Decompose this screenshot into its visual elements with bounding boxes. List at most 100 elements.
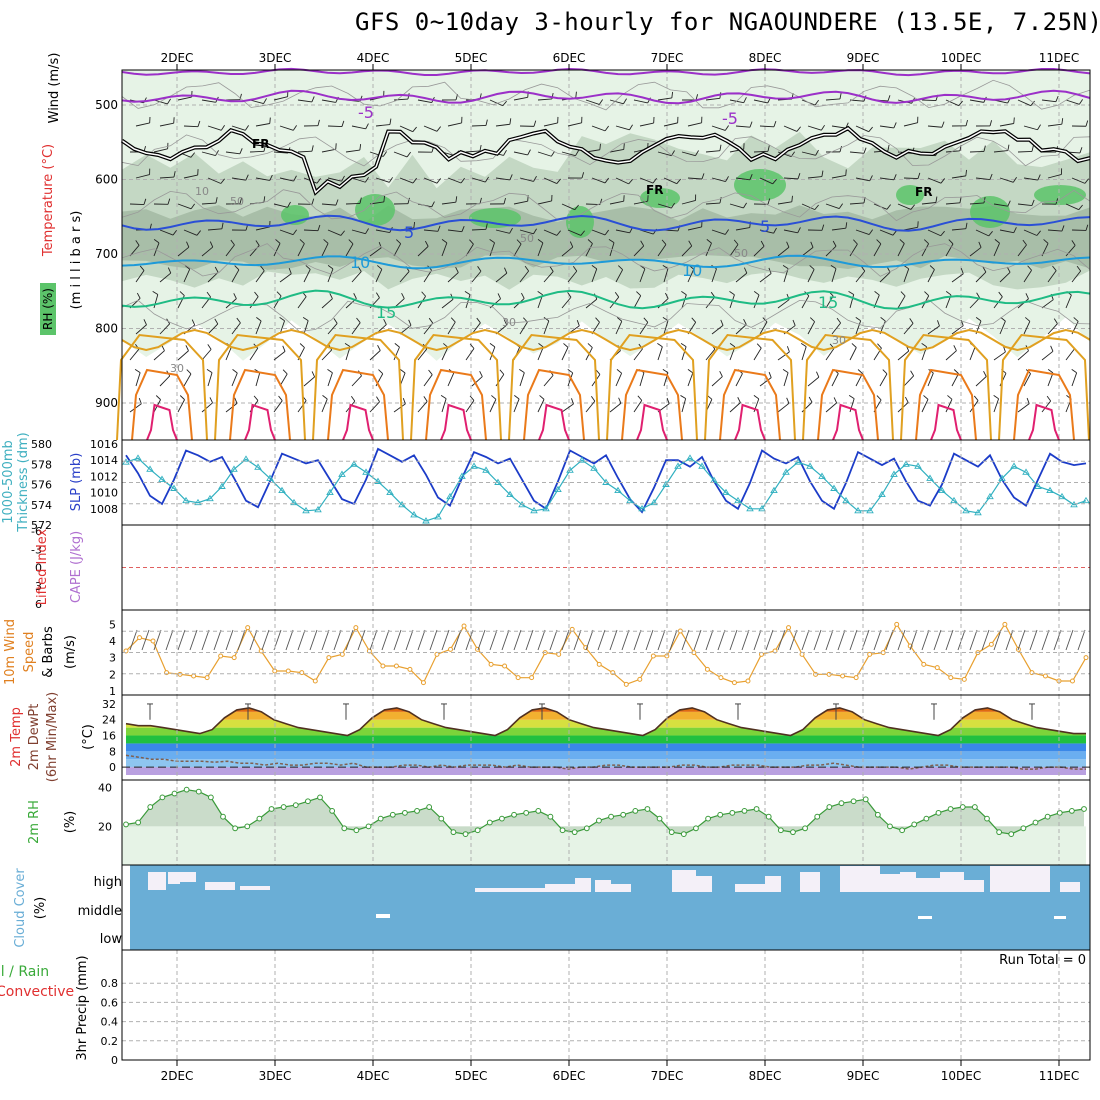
cloud-level-label: middle (78, 904, 122, 919)
wind10m-barb (837, 629, 846, 651)
wind-barb (951, 228, 966, 231)
wind-barb-flag (245, 174, 249, 181)
wind-barb (801, 295, 810, 309)
wind-barb-flag (853, 239, 858, 245)
wind-barb-flag (947, 395, 953, 400)
wind-barb (1047, 123, 1062, 127)
wind-barb (561, 203, 575, 211)
wind-barb (1017, 350, 1029, 361)
rh-wet-blob (469, 208, 521, 228)
wind10m-barb (513, 629, 522, 651)
wind-barb (879, 271, 891, 283)
wind-barb-flag (998, 291, 1003, 298)
rh2m-marker (1056, 809, 1063, 816)
wind-barb-flag (485, 176, 489, 183)
rh2m-marker (765, 813, 772, 820)
slp-tick-label: 1016 (90, 438, 118, 451)
wind-barb (177, 399, 185, 413)
wind-barb-flag (233, 293, 237, 299)
wind-barb-flag (978, 241, 982, 248)
wind-barb-flag (1030, 100, 1035, 106)
wind-barb (711, 177, 726, 182)
wind-barb-flag (923, 239, 929, 244)
wind10m-barb (1065, 629, 1074, 651)
wind-barb-flag (753, 394, 760, 400)
wind-barb (351, 322, 361, 335)
wind-barb-flag (436, 126, 441, 132)
thickness-marker (230, 465, 238, 472)
wind10m-marker (353, 625, 359, 631)
wind-barb (945, 99, 959, 107)
wind-barb (207, 228, 222, 231)
rh2m-marker (535, 808, 542, 814)
wind-barb (609, 200, 624, 205)
wind-barb (1017, 244, 1027, 257)
wind-barb-flag (657, 342, 663, 348)
wind-barb (585, 400, 596, 413)
contour-label-5: 5 (404, 223, 414, 242)
wind-barb (1065, 245, 1076, 257)
wind-barb-flag (413, 221, 416, 229)
wind-barb-flag (671, 91, 674, 98)
rh2m-marker (402, 809, 408, 816)
wind-barb-flag (537, 238, 544, 244)
ylabel-speed: Speed (22, 632, 37, 673)
day-label-bottom: 8DEC (749, 1069, 782, 1083)
boundary-layer-contour (508, 333, 600, 441)
wind10m-barb (825, 629, 834, 651)
wind-barb (201, 151, 216, 156)
wind-barb-flag (886, 204, 891, 210)
wind-barb-flag (729, 342, 736, 348)
wind-barb-flag (1000, 317, 1006, 322)
wind-barb (759, 273, 772, 283)
wind-barb (513, 200, 528, 205)
wind-barb-flag (382, 151, 388, 157)
wind-barb (927, 372, 934, 387)
wind-barb-flag (527, 149, 531, 156)
thickness-marker (254, 463, 262, 470)
day-label-top: 11DEC (1039, 51, 1079, 65)
wind-barb-flag (282, 345, 286, 352)
wind-barb-flag (756, 343, 762, 349)
wind-barb-flag (706, 239, 712, 244)
rh2m-tick-label: 20 (98, 820, 112, 833)
wind-barb (783, 229, 798, 234)
wind10m-barb (309, 629, 318, 651)
boundary-layer-contour (1028, 403, 1060, 441)
wind-barb-flag (479, 197, 482, 204)
wind-barb-flag (437, 225, 441, 232)
wind-barb-flag (206, 291, 211, 298)
wind-barb (927, 229, 941, 237)
thickness-marker (182, 496, 190, 504)
wind10m-barb (657, 629, 666, 651)
wind-barb (375, 177, 390, 183)
wind-barb-flag (743, 318, 747, 325)
wind10m-barb (765, 629, 774, 651)
wind10m-marker (1083, 655, 1089, 661)
wind-barb (729, 244, 739, 257)
wind-barb-flag (863, 147, 867, 154)
wind-barb-flag (383, 195, 386, 202)
isotherm-20 (121, 328, 1091, 352)
wind-barb (321, 298, 333, 309)
temp-band (126, 719, 1086, 728)
wind-barb (543, 177, 558, 184)
wind-barb-flag (1046, 395, 1052, 402)
boundary-layer-contour (734, 403, 766, 441)
thickness-marker (482, 466, 490, 473)
wind-barb-flag (450, 317, 456, 323)
wind-barb-flag (521, 292, 525, 299)
contour-label-10: 10 (350, 253, 370, 272)
wind-barb (273, 295, 282, 309)
rh-wet-blob (896, 185, 924, 205)
wind-barb-flag (556, 178, 561, 184)
thickness-marker (146, 465, 154, 472)
rh2m-marker (183, 786, 190, 793)
boundary-layer-contour (440, 403, 472, 441)
wind-barb-flag (489, 342, 496, 348)
ylabel-convective: Convective (0, 984, 74, 1000)
wind-barb-flag (497, 293, 501, 300)
thickness-marker (1034, 482, 1042, 489)
wind-barb-flag (357, 266, 362, 272)
wind10m-barb (993, 629, 1002, 651)
